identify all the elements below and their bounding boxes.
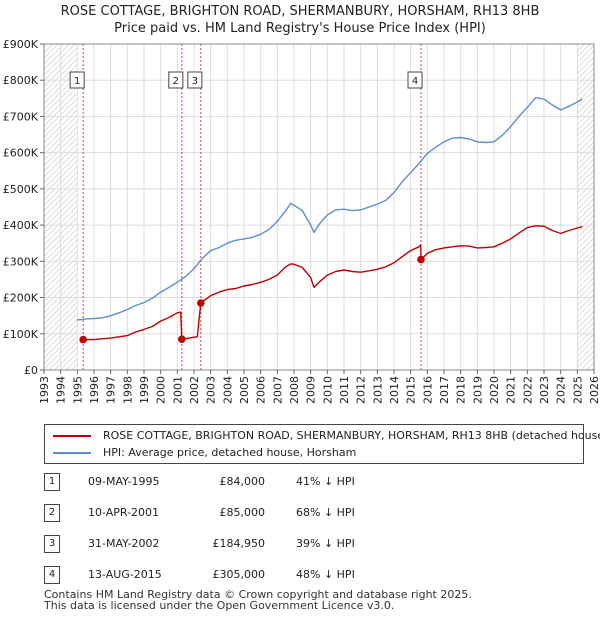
x-tick-label: 2002: [188, 376, 201, 404]
legend-label-hpi: HPI: Average price, detached house, Hors…: [103, 446, 357, 459]
x-tick-label: 2000: [155, 376, 168, 404]
sale-number-badge: 1: [44, 473, 60, 491]
x-tick-label: 2013: [371, 376, 384, 404]
x-tick-label: 2015: [405, 376, 418, 404]
sale-price: £184,950: [212, 537, 266, 550]
legend-swatch-hpi: [53, 452, 91, 454]
x-tick-label: 2021: [505, 376, 518, 404]
x-tick-label: 2007: [271, 376, 284, 404]
x-tick-label: 2020: [488, 376, 501, 404]
x-tick-label: 2017: [438, 376, 451, 404]
x-tick-label: 2025: [571, 376, 584, 404]
x-tick-label: 2014: [388, 376, 401, 404]
sale-hpi-diff: 48% ↓ HPI: [296, 568, 355, 581]
y-tick-label: £900K: [3, 38, 39, 51]
sale-hpi-diff: 39% ↓ HPI: [296, 537, 355, 550]
sale-hpi-diff: 41% ↓ HPI: [296, 475, 355, 488]
y-tick-label: £0: [24, 364, 38, 377]
table-row: 2 10-APR-2001 £85,000 68% ↓ HPI: [0, 503, 600, 523]
sale-label: 2: [173, 76, 179, 87]
chart-legend: ROSE COTTAGE, BRIGHTON ROAD, SHERMANBURY…: [44, 424, 600, 464]
sale-label: 4: [412, 76, 418, 87]
sale-point: [79, 335, 87, 344]
sale-number-badge: 2: [44, 504, 60, 522]
sale-label-box: [407, 71, 423, 89]
x-tick-label: 2023: [538, 376, 551, 404]
x-tick-label: 2011: [338, 376, 351, 404]
sale-point: [417, 255, 425, 264]
y-tick-label: £100K: [3, 328, 39, 341]
y-tick-label: £400K: [3, 219, 39, 232]
x-tick-label: 2018: [455, 376, 468, 404]
legend-swatch-property: [53, 435, 91, 437]
x-tick-label: 2003: [205, 376, 218, 404]
plot-frame: [43, 43, 595, 371]
sale-point: [178, 335, 186, 344]
series-line-property: [83, 225, 583, 341]
hatched-region: [577, 44, 594, 370]
sale-number-badge: 3: [44, 535, 60, 553]
chart-title: ROSE COTTAGE, BRIGHTON ROAD, SHERMANBURY…: [60, 4, 540, 19]
sale-date: 10-APR-2001: [88, 506, 160, 519]
footer-attribution: Contains HM Land Registry data © Crown c…: [44, 589, 472, 611]
x-tick-label: 2024: [555, 376, 568, 404]
footer-line: Contains HM Land Registry data © Crown c…: [44, 588, 472, 601]
sale-label-box: [187, 71, 203, 89]
y-tick-label: £700K: [3, 110, 39, 123]
x-tick-label: 2019: [471, 376, 484, 404]
sale-label: 1: [74, 76, 80, 87]
x-tick-label: 2026: [588, 376, 600, 404]
x-tick-label: 2001: [171, 376, 184, 404]
x-tick-label: 1996: [88, 376, 101, 404]
x-tick-label: 2016: [421, 376, 434, 404]
sale-price: £305,000: [212, 568, 266, 581]
x-tick-label: 2022: [521, 376, 534, 404]
x-tick-label: 1999: [138, 376, 151, 404]
x-tick-label: 1998: [121, 376, 134, 404]
series-line-hpi: [77, 96, 583, 321]
chart-subtitle: Price paid vs. HM Land Registry's House …: [114, 21, 486, 36]
sale-number-badge: 4: [44, 566, 60, 584]
sale-price: £85,000: [219, 506, 266, 519]
x-tick-label: 2012: [355, 376, 368, 404]
sale-date: 31-MAY-2002: [88, 537, 160, 550]
y-tick-label: £600K: [3, 147, 39, 160]
footer-line: This data is licensed under the Open Gov…: [44, 599, 395, 612]
sale-label-box: [69, 71, 85, 89]
x-tick-label: 2010: [321, 376, 334, 404]
y-tick-label: £500K: [3, 183, 39, 196]
x-tick-label: 2008: [288, 376, 301, 404]
sale-date: 13-AUG-2015: [88, 568, 162, 581]
x-tick-label: 1994: [55, 376, 68, 404]
y-tick-label: £200K: [3, 292, 39, 305]
x-tick-label: 2004: [221, 376, 234, 404]
x-tick-label: 2006: [255, 376, 268, 404]
x-tick-label: 1997: [105, 376, 118, 404]
plot-background: [44, 44, 594, 370]
y-tick-label: £300K: [3, 255, 39, 268]
x-tick-label: 2009: [305, 376, 318, 404]
sale-price: £84,000: [219, 475, 266, 488]
price-chart: 1 2 3 4 £0 £100K £200K £300K £400K £500K £600K £70…: [3, 38, 600, 404]
sale-label: 3: [192, 76, 198, 87]
y-tick-label: £800K: [3, 74, 39, 87]
x-tick-label: 1995: [71, 376, 84, 404]
table-row: 3 31-MAY-2002 £184,950 39% ↓ HPI: [0, 534, 600, 554]
sale-point: [197, 299, 205, 307]
sale-label-box: [168, 71, 184, 89]
table-row: 1 09-MAY-1995 £84,000 41% ↓ HPI: [0, 472, 600, 492]
sale-date: 09-MAY-1995: [88, 475, 160, 488]
table-row: 4 13-AUG-2015 £305,000 48% ↓ HPI: [0, 565, 600, 585]
x-tick-label: 1993: [38, 376, 51, 404]
x-tick-label: 2005: [238, 376, 251, 404]
sale-hpi-diff: 68% ↓ HPI: [296, 506, 355, 519]
legend-label-property: ROSE COTTAGE, BRIGHTON ROAD, SHERMANBURY…: [103, 429, 600, 442]
